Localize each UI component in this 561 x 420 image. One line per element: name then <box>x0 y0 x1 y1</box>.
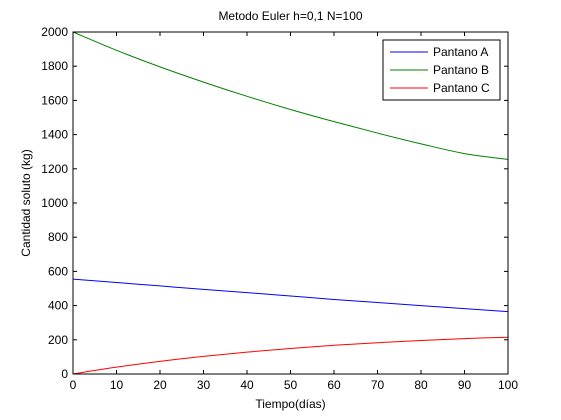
x-tick-label: 10 <box>110 378 124 392</box>
y-axis-title: Cantidad soluto (kg) <box>19 149 33 256</box>
x-tick-label: 70 <box>371 378 385 392</box>
x-tick-label: 90 <box>458 378 472 392</box>
legend-label: Pantano A <box>433 45 488 59</box>
y-tick-label: 1200 <box>41 162 68 176</box>
legend: Pantano A Pantano B Pantano C <box>382 39 501 101</box>
x-tick-label: 50 <box>284 378 298 392</box>
x-tick-label: 30 <box>197 378 211 392</box>
x-tick-label: 100 <box>498 378 518 392</box>
y-tick-label: 1400 <box>41 128 68 142</box>
chart-title: Metodo Euler h=0,1 N=100 <box>218 9 362 23</box>
legend-label: Pantano B <box>433 63 489 77</box>
series-line-2 <box>72 31 509 160</box>
y-tick-label: 200 <box>48 333 68 347</box>
series-layer <box>72 31 509 375</box>
x-tick-label: 0 <box>70 378 77 392</box>
series-line-3 <box>72 336 509 375</box>
y-tick-label: 0 <box>61 367 68 381</box>
y-tick-label: 400 <box>48 299 68 313</box>
x-axis: 0 10 20 30 40 50 60 70 80 90 100 <box>70 32 518 392</box>
y-axis: 0 200 400 600 800 1000 1200 1400 1600 1800 2000 <box>41 25 508 381</box>
x-axis-title: Tiempo(días) <box>255 397 325 411</box>
x-tick-label: 60 <box>327 378 341 392</box>
x-tick-label: 40 <box>240 378 254 392</box>
x-tick-label: 80 <box>414 378 428 392</box>
y-tick-label: 1800 <box>41 59 68 73</box>
y-tick-label: 800 <box>48 230 68 244</box>
x-tick-label: 20 <box>153 378 167 392</box>
legend-label: Pantano C <box>433 81 490 95</box>
y-tick-label: 600 <box>48 264 68 278</box>
y-tick-label: 1000 <box>41 196 68 210</box>
y-tick-label: 1600 <box>41 93 68 107</box>
series-line-1 <box>72 278 509 313</box>
y-tick-label: 2000 <box>41 25 68 39</box>
